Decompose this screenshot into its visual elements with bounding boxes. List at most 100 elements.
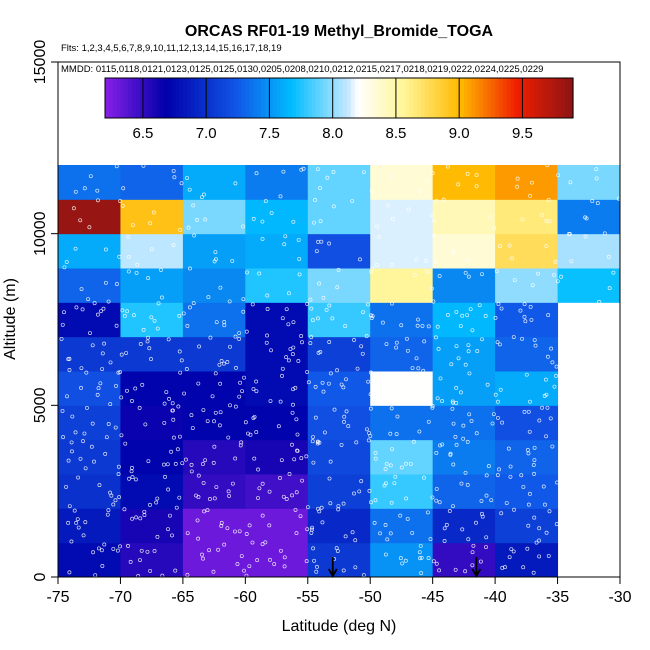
colorbar-segment bbox=[245, 78, 250, 118]
sample-point bbox=[417, 550, 422, 555]
sample-point bbox=[177, 349, 182, 354]
sample-point bbox=[227, 493, 232, 498]
sample-point bbox=[174, 505, 179, 510]
sample-point bbox=[531, 570, 536, 575]
sample-point bbox=[282, 564, 287, 569]
sample-point bbox=[406, 207, 411, 212]
sample-point bbox=[187, 187, 192, 192]
sample-point bbox=[537, 418, 542, 423]
colorbar-segment bbox=[569, 78, 574, 118]
sample-point bbox=[488, 215, 493, 220]
y-tick-label: 5000 bbox=[32, 387, 49, 423]
sample-point bbox=[311, 546, 316, 551]
sample-point bbox=[254, 379, 259, 384]
sample-point bbox=[480, 337, 485, 342]
sample-point bbox=[216, 547, 221, 552]
colorbar-segment bbox=[475, 78, 480, 118]
sample-point bbox=[116, 464, 121, 469]
sample-point bbox=[350, 530, 355, 535]
sample-point bbox=[454, 401, 459, 405]
sample-point bbox=[305, 302, 310, 306]
heatmap-cell bbox=[120, 371, 184, 406]
sample-point bbox=[76, 475, 81, 480]
sample-point bbox=[528, 304, 533, 309]
sample-point bbox=[445, 164, 450, 169]
sample-point bbox=[554, 522, 559, 527]
sample-point bbox=[341, 568, 346, 573]
sample-point bbox=[221, 361, 226, 366]
sample-point bbox=[384, 387, 389, 392]
heatmap-cell bbox=[307, 542, 371, 577]
heatmap-cell bbox=[245, 336, 309, 372]
colorbar-segment bbox=[506, 78, 512, 118]
colorbar-segment bbox=[440, 78, 445, 118]
sample-point bbox=[444, 522, 449, 527]
sample-point bbox=[62, 265, 67, 270]
sample-point bbox=[88, 174, 93, 179]
sample-point bbox=[180, 461, 185, 466]
sample-point bbox=[134, 515, 139, 520]
sample-point bbox=[416, 373, 420, 378]
sample-point bbox=[314, 249, 319, 254]
sample-point bbox=[237, 529, 242, 534]
sample-point bbox=[390, 216, 395, 221]
sample-point bbox=[466, 349, 471, 354]
down-arrow bbox=[327, 557, 338, 578]
sample-point bbox=[260, 219, 265, 224]
sample-point bbox=[97, 483, 102, 488]
sample-point bbox=[233, 456, 238, 461]
colorbar-segment bbox=[311, 78, 317, 118]
sample-point bbox=[484, 535, 489, 540]
sample-point bbox=[138, 558, 142, 562]
sample-point bbox=[71, 206, 76, 211]
sample-point bbox=[551, 272, 556, 277]
sample-point bbox=[430, 286, 434, 291]
sample-point bbox=[254, 430, 259, 435]
sample-point bbox=[311, 435, 315, 440]
sample-point bbox=[461, 423, 466, 428]
sample-point bbox=[299, 167, 304, 172]
sample-point bbox=[364, 334, 369, 339]
sample-point bbox=[126, 254, 131, 259]
colorbar-segment bbox=[541, 78, 547, 118]
sample-point bbox=[244, 573, 249, 577]
sample-point bbox=[606, 254, 611, 259]
sample-point bbox=[119, 395, 124, 400]
sample-point bbox=[96, 386, 101, 391]
sample-point bbox=[241, 224, 246, 229]
sample-point bbox=[441, 197, 446, 202]
sample-point bbox=[278, 548, 283, 553]
sample-point bbox=[499, 306, 504, 311]
heatmap-cell bbox=[370, 165, 434, 200]
sample-point bbox=[212, 419, 217, 424]
sample-point bbox=[137, 405, 142, 410]
sample-point bbox=[414, 356, 419, 361]
sample-point bbox=[205, 419, 210, 424]
sample-point bbox=[492, 226, 497, 231]
sample-point bbox=[458, 390, 463, 395]
sample-point bbox=[474, 184, 479, 189]
colorbar-segment bbox=[549, 78, 555, 118]
colorbar-segment bbox=[370, 78, 375, 118]
sample-point bbox=[272, 562, 277, 567]
sample-point bbox=[233, 404, 238, 409]
sample-point bbox=[416, 383, 421, 388]
sample-point bbox=[321, 389, 326, 394]
sample-point bbox=[537, 554, 542, 559]
sample-point bbox=[327, 476, 332, 481]
colorbar-segment bbox=[409, 78, 414, 118]
sample-point bbox=[219, 359, 224, 363]
sample-point bbox=[435, 324, 440, 329]
heatmap-cell bbox=[245, 474, 309, 509]
sample-point bbox=[555, 480, 560, 485]
heatmap-cell bbox=[307, 233, 371, 269]
sample-point bbox=[171, 435, 176, 440]
colorbar-segment bbox=[108, 78, 114, 118]
sample-point bbox=[414, 257, 419, 262]
sample-point bbox=[433, 335, 438, 340]
sample-point bbox=[369, 188, 374, 193]
colorbar-segment bbox=[366, 78, 371, 118]
sample-point bbox=[191, 203, 196, 208]
heatmap-cell bbox=[432, 439, 496, 475]
sample-point bbox=[312, 558, 317, 563]
